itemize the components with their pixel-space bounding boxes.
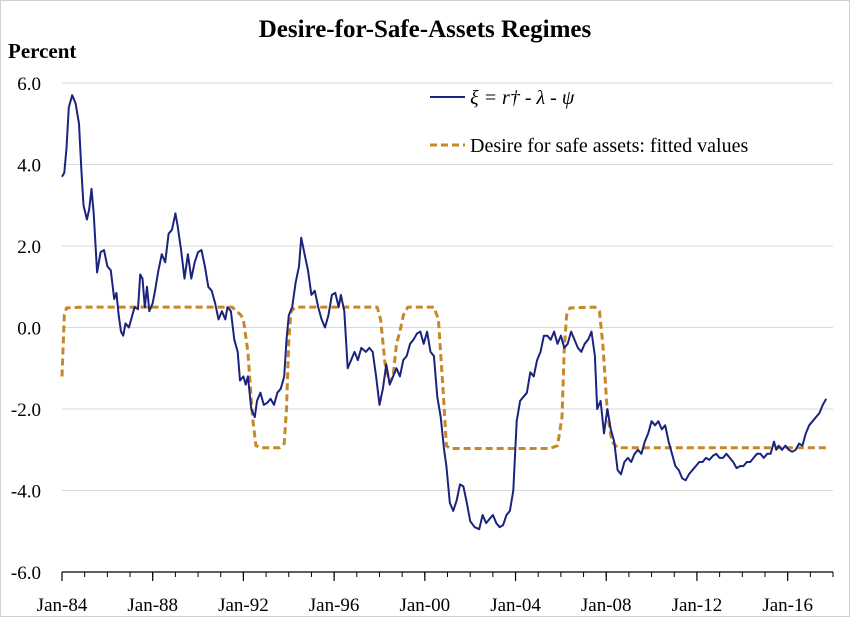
grid-lines <box>62 82 833 491</box>
x-tick-label: Jan-16 <box>762 595 813 616</box>
x-tick-label: Jan-08 <box>581 595 632 616</box>
x-tick-label: Jan-92 <box>218 595 269 616</box>
x-axis-ticks: Jan-84 Jan-88 Jan-92 Jan-96 Jan-00 Jan-04 Jan-… <box>37 572 813 616</box>
x-tick-label: Jan-12 <box>672 595 723 616</box>
x-tick-label: Jan-88 <box>127 595 178 616</box>
y-tick-label: 4.0 <box>17 156 41 177</box>
chart-title: Desire-for-Safe-Assets Regimes <box>259 16 592 43</box>
x-tick-label: Jan-00 <box>399 595 450 616</box>
legend-label-xi: ξ = r† - λ - ψ <box>470 87 575 109</box>
x-tick-label: Jan-84 <box>37 595 88 616</box>
y-tick-label: 2.0 <box>17 237 41 258</box>
series-line-xi <box>61 94 828 531</box>
legend-label-fitted: Desire for safe assets: fitted values <box>470 135 748 157</box>
y-axis-ticks: 6.0 4.0 2.0 0.0 -2.0 -4.0 -6.0 <box>11 74 41 584</box>
y-tick-label: 6.0 <box>17 74 41 95</box>
y-tick-label: -2.0 <box>11 400 41 421</box>
y-axis-label: Percent <box>8 39 76 63</box>
series-layer <box>60 94 828 531</box>
x-tick-label: Jan-96 <box>309 595 360 616</box>
series-line-fitted <box>60 305 827 450</box>
y-tick-label: 0.0 <box>17 319 41 340</box>
y-tick-label: -6.0 <box>11 563 41 584</box>
x-axis <box>61 571 834 577</box>
legend: ξ = r† - λ - ψ Desire for safe assets: fi… <box>430 87 748 157</box>
y-tick-label: -4.0 <box>11 482 41 503</box>
x-tick-label: Jan-04 <box>490 595 541 616</box>
